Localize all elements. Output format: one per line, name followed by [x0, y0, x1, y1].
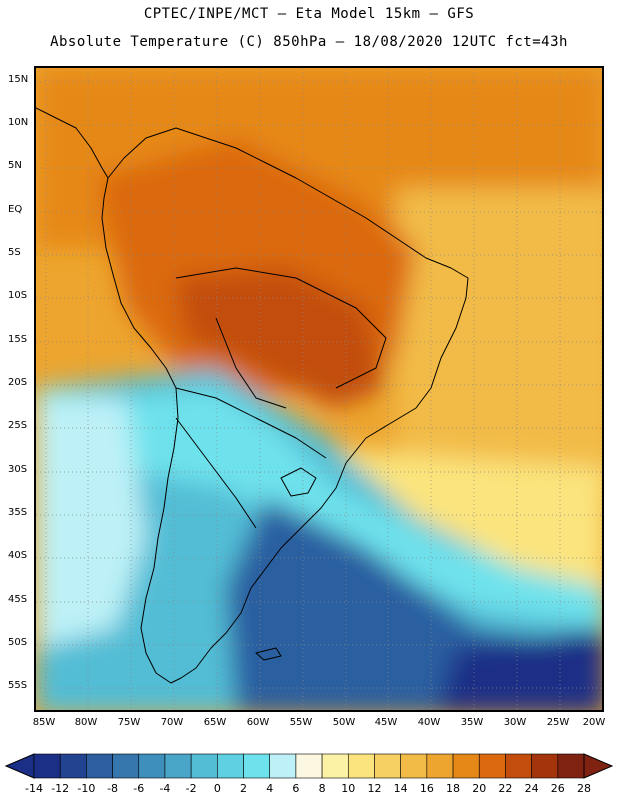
colorbar-segment — [557, 753, 585, 779]
lat-label: 35S — [8, 507, 28, 518]
colorbar-tick-label: 8 — [318, 782, 326, 795]
colorbar-segment — [269, 753, 297, 779]
central-brazil-hot — [176, 268, 386, 408]
lat-label: EQ — [8, 204, 23, 215]
colorbar-segment — [59, 753, 87, 779]
colorbar-tick-label: 24 — [524, 782, 539, 795]
southeast-warm-tongue — [336, 448, 602, 588]
colorbar-segment — [400, 753, 428, 779]
colorbar-segment — [33, 753, 61, 779]
coastlines — [36, 107, 469, 684]
lat-label: 10S — [8, 290, 28, 301]
lon-label: 60W — [246, 717, 270, 728]
lat-label: 15S — [8, 334, 28, 345]
colorbar-high-arrow — [583, 753, 614, 779]
colorbar-tick-label: -6 — [133, 782, 145, 795]
colorbar-tick-label: 6 — [292, 782, 300, 795]
colorbar-segment — [138, 753, 166, 779]
lat-label: 50S — [8, 637, 28, 648]
colorbar-tick-label: 16 — [419, 782, 434, 795]
lat-label: 20S — [8, 377, 28, 388]
colorbar-segment — [190, 753, 218, 779]
colorbar-tick-label: 12 — [367, 782, 382, 795]
colorbar-segment — [86, 753, 113, 779]
border-line — [215, 317, 287, 409]
colorbar-tick-label: -8 — [107, 782, 119, 795]
colorbar-segment — [452, 753, 480, 779]
map-title-line-1: CPTEC/INPE/MCT — Eta Model 15km — GFS — [143, 6, 475, 22]
colorbar-segment — [531, 753, 559, 779]
colorbar-segment — [164, 753, 192, 779]
colorbar-tick-label: 20 — [472, 782, 487, 795]
lon-label: 65W — [203, 717, 227, 728]
lat-label: 5S — [8, 247, 21, 258]
colorbar-segment — [112, 753, 140, 779]
colorbar-segment — [426, 753, 454, 779]
deepest-cold-ocean — [437, 628, 602, 710]
border-line — [175, 417, 257, 529]
lat-label: 10N — [8, 117, 29, 128]
lon-label: 30W — [503, 717, 527, 728]
pacific-cool-patch — [36, 398, 146, 648]
lon-label: 85W — [32, 717, 56, 728]
colorbar-segment — [243, 753, 271, 779]
lat-label: 30S — [8, 464, 28, 475]
temperature-map — [36, 68, 602, 710]
lon-label: 35W — [460, 717, 484, 728]
border-line — [175, 267, 387, 389]
lon-label: 40W — [417, 717, 441, 728]
lon-label: 25W — [546, 717, 570, 728]
colorbar-tick-label: 28 — [577, 782, 591, 795]
lon-label: 55W — [289, 717, 313, 728]
lat-label: 25S — [8, 420, 28, 431]
colorbar-segment — [295, 753, 323, 779]
colorbar-segment — [347, 753, 375, 779]
lon-label: 75W — [117, 717, 141, 728]
colorbar-tick-label: 26 — [550, 782, 565, 795]
colorbar-tick-label: 18 — [446, 782, 461, 795]
south-america-coast — [101, 127, 469, 684]
colorbar-segment — [478, 753, 506, 779]
colorbar-segment — [374, 753, 401, 779]
colorbar-tick-label: -12 — [51, 782, 70, 795]
colorbar-tick-label: 2 — [240, 782, 248, 795]
colorbar-tick-label: 4 — [266, 782, 274, 795]
colorbar-tick-label: -10 — [77, 782, 96, 795]
colorbar-tick-label: -4 — [159, 782, 171, 795]
lat-label: 55S — [8, 680, 28, 691]
colorbar-tick-label: -14 — [25, 782, 43, 795]
colorbar-tick-label: 14 — [393, 782, 408, 795]
lon-label: 20W — [582, 717, 606, 728]
colorbar-tick-label: -2 — [185, 782, 197, 795]
colorbar-tick-label: 0 — [213, 782, 221, 795]
central-america — [36, 107, 109, 179]
lon-label: 45W — [374, 717, 398, 728]
cold-front-light — [36, 388, 602, 628]
map-frame — [34, 66, 604, 712]
lat-label: 5N — [8, 160, 22, 171]
colorbar-segment — [505, 753, 532, 779]
colorbar — [4, 753, 614, 779]
falklands — [255, 647, 282, 661]
east-atlantic-warm — [396, 188, 602, 488]
colorbar-segment — [217, 753, 244, 779]
lon-label: 80W — [74, 717, 98, 728]
graticule — [36, 68, 602, 710]
lat-label: 45S — [8, 594, 28, 605]
border-line — [175, 387, 327, 459]
uruguay-lagoon — [280, 467, 317, 497]
colorbar-segment — [321, 753, 349, 779]
map-title-line-2: Absolute Temperature (C) 850hPa — 18/08/… — [50, 34, 568, 50]
colorbar-tick-label: 10 — [341, 782, 356, 795]
colorbar-tick-label: 22 — [498, 782, 513, 795]
lat-label: 40S — [8, 550, 28, 561]
lon-label: 50W — [332, 717, 356, 728]
colorbar-low-arrow — [4, 753, 35, 779]
lon-label: 70W — [160, 717, 184, 728]
lat-label: 15N — [8, 74, 29, 85]
